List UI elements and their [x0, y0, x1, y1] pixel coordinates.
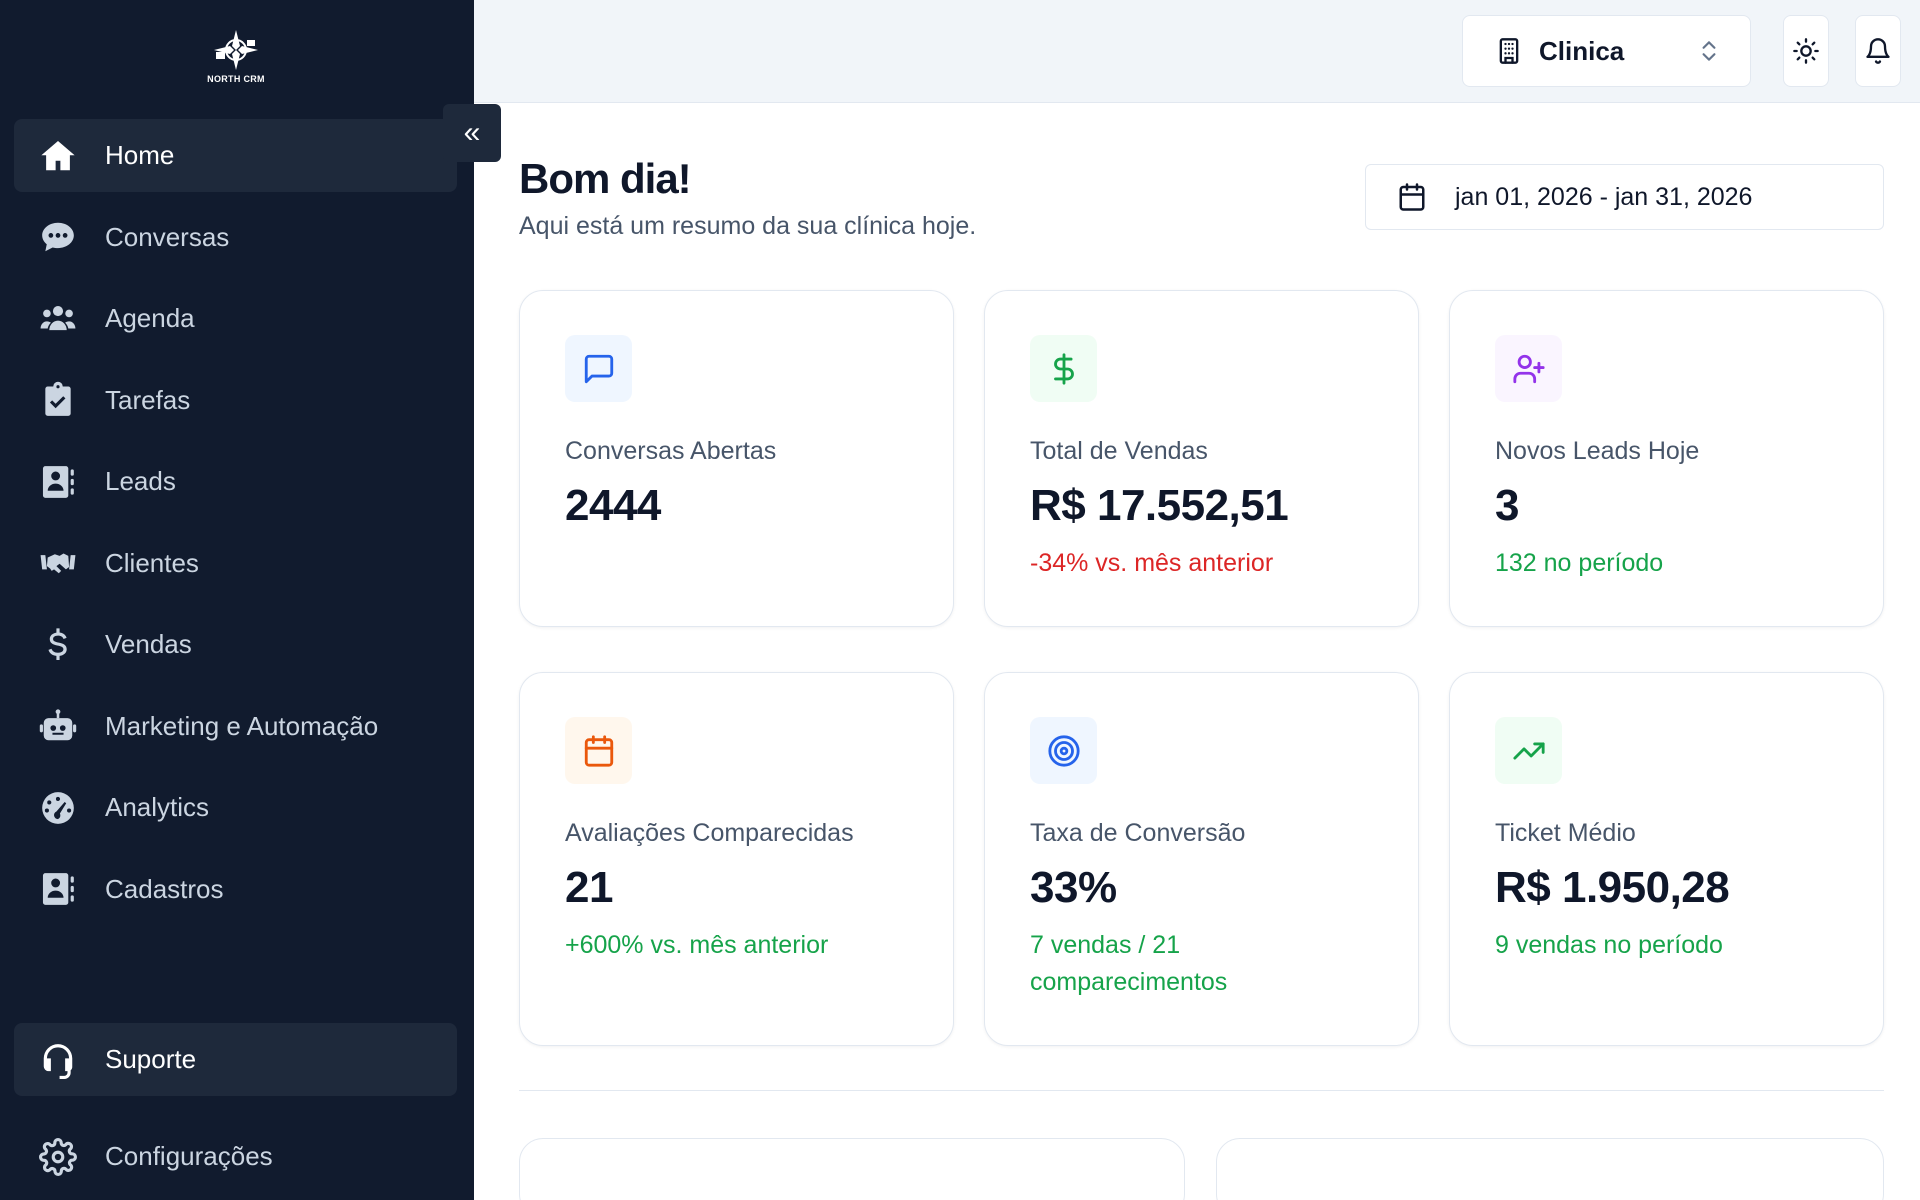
- chevrons-up-down-icon: [1702, 41, 1716, 61]
- trending-up-icon: [1495, 717, 1562, 784]
- bell-icon: [1866, 38, 1890, 64]
- stat-note: -34% vs. mês anterior: [1030, 549, 1274, 577]
- stat-card-conversas-abertas[interactable]: Conversas Abertas 2444: [519, 290, 954, 627]
- stat-value: R$ 17.552,51: [1030, 481, 1289, 530]
- contact-card-icon: [38, 869, 78, 909]
- stat-card-avaliacoes[interactable]: Avaliações Comparecidas 21 +600% vs. mês…: [519, 672, 954, 1046]
- clinic-select[interactable]: Clinica: [1462, 15, 1751, 87]
- sidebar-item-tarefas[interactable]: Tarefas: [14, 364, 457, 437]
- stat-label: Conversas Abertas: [565, 437, 777, 465]
- stat-label: Avaliações Comparecidas: [565, 819, 854, 847]
- sidebar-item-cadastros[interactable]: Cadastros: [14, 853, 457, 926]
- stat-card-novos-leads[interactable]: Novos Leads Hoje 3 132 no período: [1449, 290, 1884, 627]
- section-divider: [519, 1090, 1884, 1091]
- sidebar-item-configuracoes[interactable]: Configurações: [14, 1120, 457, 1193]
- sidebar-item-leads[interactable]: Leads: [14, 445, 457, 518]
- sidebar-item-analytics[interactable]: Analytics: [14, 771, 457, 844]
- stat-label: Taxa de Conversão: [1030, 819, 1246, 847]
- clipboard-check-icon: [38, 380, 78, 420]
- dollar-sign-icon: [1030, 335, 1097, 402]
- chat-icon: [38, 217, 78, 257]
- sun-icon: [1793, 38, 1819, 64]
- clinic-name: Clinica: [1539, 35, 1625, 66]
- stat-card-ticket-medio[interactable]: Ticket Médio R$ 1.950,28 9 vendas no per…: [1449, 672, 1884, 1046]
- bottom-panel-left: [519, 1138, 1185, 1200]
- bottom-panel-right: [1216, 1138, 1884, 1200]
- stat-note: 7 vendas / 21 comparecimentos: [1030, 931, 1228, 996]
- headset-icon: [38, 1040, 78, 1080]
- date-range-picker[interactable]: jan 01, 2026 - jan 31, 2026: [1365, 164, 1884, 230]
- sidebar-item-agenda[interactable]: Agenda: [14, 282, 457, 355]
- sidebar-item-marketing[interactable]: Marketing e Automação: [14, 690, 457, 763]
- stat-label: Total de Vendas: [1030, 437, 1208, 465]
- dollar-icon: [38, 625, 78, 665]
- stat-note: 132 no período: [1495, 549, 1664, 577]
- stat-value: 2444: [565, 481, 661, 530]
- stat-value: 33%: [1030, 863, 1117, 912]
- page-subtitle: Aqui está um resumo da sua clínica hoje.: [519, 212, 977, 240]
- compass-logo-icon: [214, 30, 258, 70]
- stat-note: +600% vs. mês anterior: [565, 931, 829, 959]
- notifications-button[interactable]: [1855, 15, 1901, 87]
- calendar-icon: [565, 717, 632, 784]
- sidebar-item-label: Marketing e Automação: [105, 710, 379, 741]
- sidebar-item-label: Home: [105, 140, 175, 170]
- message-square-icon: [565, 335, 632, 402]
- topbar: Clinica: [474, 0, 1920, 103]
- stat-card-taxa-conversao[interactable]: Taxa de Conversão 33% 7 vendas / 21 comp…: [984, 672, 1419, 1046]
- sidebar-item-vendas[interactable]: Vendas: [14, 608, 457, 681]
- contact-card-icon: [38, 462, 78, 502]
- theme-toggle-button[interactable]: [1783, 15, 1829, 87]
- stat-card-total-vendas[interactable]: Total de Vendas R$ 17.552,51 -34% vs. mê…: [984, 290, 1419, 627]
- sidebar-nav: Home Conversas Agenda Tarefas Leads: [14, 119, 457, 934]
- stat-label: Novos Leads Hoje: [1495, 437, 1700, 465]
- building-icon: [1499, 38, 1519, 64]
- sidebar-item-clientes[interactable]: Clientes: [14, 527, 457, 600]
- sidebar-item-label: Cadastros: [105, 873, 224, 904]
- brand-logo[interactable]: NORTH CRM: [204, 28, 268, 88]
- sidebar-item-label: Suporte: [105, 1044, 197, 1074]
- sidebar-item-label: Analytics: [105, 792, 210, 822]
- stat-value: R$ 1.950,28: [1495, 863, 1730, 912]
- page-title: Bom dia!: [519, 155, 692, 202]
- brand-name: NORTH CRM: [207, 74, 265, 84]
- sidebar-item-home[interactable]: Home: [14, 119, 457, 192]
- robot-icon: [38, 706, 78, 746]
- users-icon: [38, 299, 78, 339]
- sidebar-item-label: Tarefas: [105, 384, 191, 415]
- target-icon: [1030, 717, 1097, 784]
- sidebar-item-label: Clientes: [105, 547, 199, 578]
- sidebar-item-suporte[interactable]: Suporte: [14, 1023, 457, 1096]
- gauge-icon: [38, 788, 78, 828]
- stat-label: Ticket Médio: [1495, 819, 1636, 847]
- sidebar-item-label: Configurações: [105, 1141, 273, 1171]
- sidebar-item-label: Conversas: [105, 221, 230, 252]
- stat-note: 9 vendas no período: [1495, 931, 1723, 959]
- user-plus-icon: [1495, 335, 1562, 402]
- collapse-sidebar-button[interactable]: «: [443, 104, 501, 162]
- stat-value: 3: [1495, 481, 1519, 530]
- handshake-icon: [38, 543, 78, 583]
- date-range-value: jan 01, 2026 - jan 31, 2026: [1455, 182, 1753, 211]
- sidebar-item-label: Vendas: [105, 629, 192, 659]
- gear-icon: [38, 1137, 78, 1177]
- calendar-icon: [1399, 183, 1425, 211]
- stat-value: 21: [565, 863, 613, 912]
- sidebar-item-conversas[interactable]: Conversas: [14, 201, 457, 274]
- sidebar-item-label: Agenda: [105, 303, 195, 333]
- sidebar-item-label: Leads: [105, 466, 176, 496]
- sidebar: NORTH CRM Home Conversas Agenda Tarefas: [0, 0, 474, 1200]
- home-icon: [38, 136, 78, 176]
